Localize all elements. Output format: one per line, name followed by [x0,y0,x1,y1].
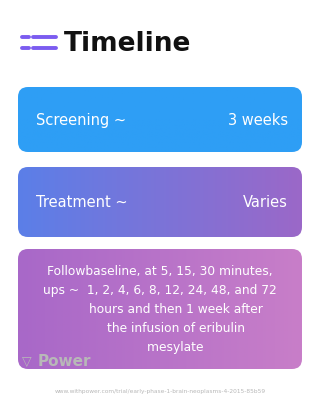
Text: www.withpower.com/trial/early-phase-1-brain-neoplasms-4-2015-85b59: www.withpower.com/trial/early-phase-1-br… [54,388,266,394]
Text: Power: Power [38,354,92,369]
FancyBboxPatch shape [18,88,302,153]
Text: Screening ~: Screening ~ [36,113,126,128]
Text: Timeline: Timeline [64,31,191,57]
FancyBboxPatch shape [18,168,302,237]
Text: ▽: ▽ [22,355,32,368]
FancyBboxPatch shape [18,249,302,369]
Text: Treatment ~: Treatment ~ [36,195,128,210]
Text: 3 weeks: 3 weeks [228,113,288,128]
Text: Followbaseline, at 5, 15, 30 minutes,
ups ~  1, 2, 4, 6, 8, 12, 24, 48, and 72
 : Followbaseline, at 5, 15, 30 minutes, up… [43,265,277,354]
Text: Varies: Varies [243,195,288,210]
